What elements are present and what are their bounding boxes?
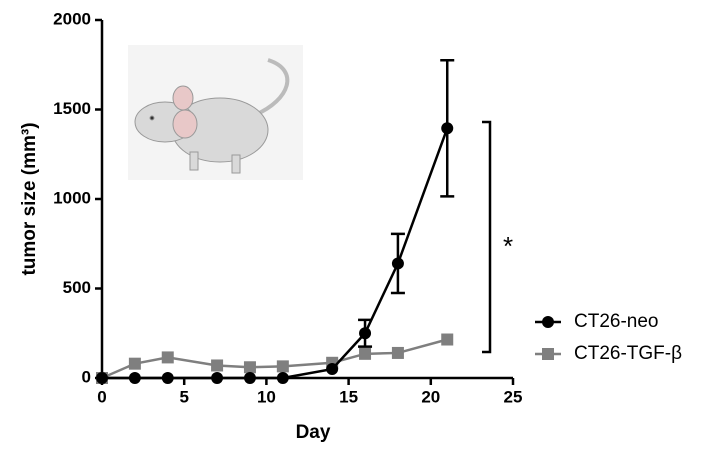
x-tick-label: 25	[504, 387, 523, 406]
marker	[391, 257, 404, 270]
marker	[441, 122, 454, 135]
legend-marker	[542, 348, 554, 360]
y-tick-label: 2000	[53, 9, 91, 28]
y-tick-label: 0	[82, 367, 91, 386]
legend-label: CT26-neo	[574, 311, 659, 332]
legend-label: CT26-TGF-β	[574, 343, 682, 364]
significance-bracket	[482, 120, 492, 354]
marker	[96, 372, 108, 384]
x-tick-label: 20	[421, 387, 440, 406]
marker	[359, 327, 372, 340]
marker	[276, 372, 289, 384]
marker	[128, 372, 141, 384]
x-axis-title: Day	[296, 422, 331, 443]
marker	[161, 372, 174, 384]
marker	[441, 333, 454, 346]
marker	[243, 361, 256, 374]
series-line	[101, 338, 448, 380]
marker	[128, 357, 141, 370]
marker	[326, 363, 339, 376]
x-tick-label: 10	[257, 387, 276, 406]
marker	[243, 372, 256, 384]
marker	[359, 347, 372, 360]
legend-marker	[542, 316, 554, 328]
x-tick-label: 15	[339, 387, 358, 406]
mouse-illustration	[128, 45, 303, 180]
significance-label: *	[503, 231, 513, 261]
y-axis-title: tumor size (mm³)	[19, 122, 40, 275]
marker	[276, 360, 289, 373]
series-line	[102, 127, 449, 380]
x-tick-label: 0	[97, 387, 106, 406]
marker	[211, 359, 224, 372]
y-tick-label: 1000	[53, 188, 91, 207]
x-tick-label: 5	[179, 387, 188, 406]
y-tick-label: 1500	[53, 99, 91, 118]
y-tick-label: 500	[63, 278, 91, 297]
marker	[391, 346, 404, 359]
marker	[161, 351, 174, 364]
marker	[211, 372, 224, 384]
